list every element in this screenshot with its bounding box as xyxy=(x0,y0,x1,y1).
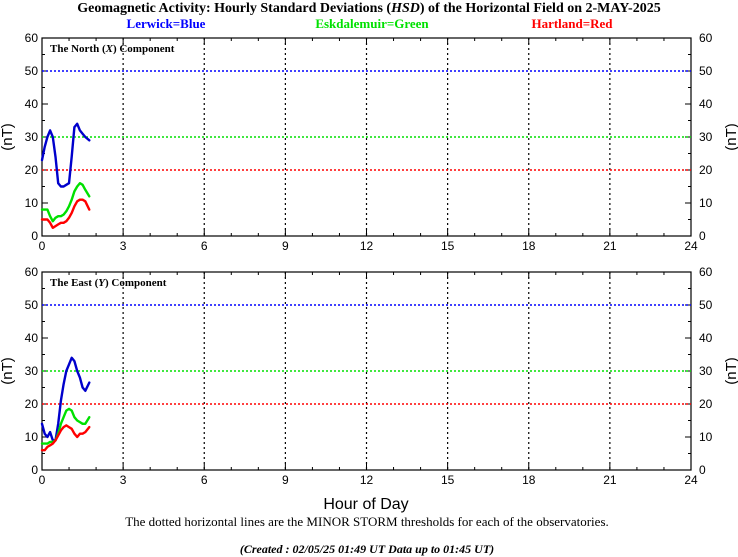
x-tick-label: 15 xyxy=(441,239,455,253)
y-tick-label-left: 60 xyxy=(25,31,39,45)
panel-label-pre: The North ( xyxy=(50,43,106,55)
y-tick-label-right: 50 xyxy=(699,298,713,312)
x-tick-label: 12 xyxy=(360,239,374,253)
y-tick-label-right: 10 xyxy=(699,196,713,210)
legend-eskdalemuir: Eskdalemuir=Green xyxy=(315,16,429,31)
y-tick-label-right: 40 xyxy=(699,331,713,345)
y-tick-label-right: 20 xyxy=(699,163,713,177)
x-tick-label: 15 xyxy=(441,473,455,487)
x-tick-label: 18 xyxy=(522,239,536,253)
y-tick-label-right: 60 xyxy=(699,265,713,279)
panel-label-pre: The East ( xyxy=(50,277,99,289)
ylabel-left-bottom: (nT) xyxy=(0,357,16,385)
footnote: The dotted horizontal lines are the MINO… xyxy=(125,514,609,529)
legend-lerwick: Lerwick=Blue xyxy=(127,16,206,31)
x-tick-label: 12 xyxy=(360,473,374,487)
chart-title-suffix: ) of the Horizontal Field on 2-MAY-2025 xyxy=(420,1,661,16)
chart-title-prefix: Geomagnetic Activity: Hourly Standard De… xyxy=(77,1,391,16)
x-tick-label: 6 xyxy=(201,473,208,487)
panel-label-italic: X xyxy=(105,43,114,55)
lerwick-series-line xyxy=(40,122,91,188)
panel-label: The North (X) Component xyxy=(50,43,175,55)
panel-label: The East (Y) Component xyxy=(50,277,167,289)
y-tick-label-left: 20 xyxy=(25,397,39,411)
panel-label-italic: Y xyxy=(98,277,106,289)
x-tick-label: 3 xyxy=(120,239,127,253)
y-tick-label-right: 0 xyxy=(699,463,706,477)
legend-hartland: Hartland=Red xyxy=(531,16,613,31)
panel-label-post: ) Component xyxy=(113,43,175,55)
x-tick-label: 6 xyxy=(201,239,208,253)
y-tick-label-right: 60 xyxy=(699,31,713,45)
x-tick-label: 0 xyxy=(39,473,46,487)
x-tick-label: 3 xyxy=(120,473,127,487)
x-tick-label: 0 xyxy=(39,239,46,253)
x-tick-label: 24 xyxy=(684,473,698,487)
x-tick-label: 24 xyxy=(684,239,698,253)
hartland-series-line xyxy=(40,424,91,452)
y-tick-label-right: 30 xyxy=(699,130,713,144)
eskdalemuir-series-line xyxy=(40,407,91,445)
y-tick-label-left: 50 xyxy=(25,298,39,312)
y-tick-label-left: 10 xyxy=(25,196,39,210)
y-tick-label-right: 50 xyxy=(699,64,713,78)
y-tick-label-left: 30 xyxy=(25,364,39,378)
x-tick-label: 21 xyxy=(603,473,617,487)
chart-title-italic: HSD xyxy=(390,1,420,16)
ylabel-right-top: (nT) xyxy=(723,123,738,151)
hartland-series-line xyxy=(40,198,91,230)
y-tick-label-right: 30 xyxy=(699,364,713,378)
y-tick-label-left: 0 xyxy=(31,229,38,243)
ylabel-left-top: (nT) xyxy=(0,123,16,151)
lerwick-series-line xyxy=(40,356,91,442)
ylabel-right-bottom: (nT) xyxy=(723,357,738,385)
y-tick-label-right: 20 xyxy=(699,397,713,411)
y-tick-label-left: 40 xyxy=(25,97,39,111)
eskdalemuir-series-line xyxy=(40,181,91,223)
y-tick-label-right: 40 xyxy=(699,97,713,111)
y-tick-label-right: 10 xyxy=(699,430,713,444)
y-tick-label-left: 30 xyxy=(25,130,39,144)
xlabel: Hour of Day xyxy=(323,496,408,513)
y-tick-label-left: 20 xyxy=(25,163,39,177)
y-tick-label-left: 50 xyxy=(25,64,39,78)
x-tick-label: 21 xyxy=(603,239,617,253)
y-tick-label-left: 10 xyxy=(25,430,39,444)
created-note: (Created : 02/05/25 01:49 UT Data up to … xyxy=(240,542,494,556)
x-tick-label: 9 xyxy=(282,239,289,253)
y-tick-label-left: 40 xyxy=(25,331,39,345)
panel-label-post: ) Component xyxy=(105,277,167,289)
x-tick-label: 9 xyxy=(282,473,289,487)
chart-title: Geomagnetic Activity: Hourly Standard De… xyxy=(77,1,660,16)
y-tick-label-left: 0 xyxy=(31,463,38,477)
x-tick-label: 18 xyxy=(522,473,536,487)
y-tick-label-left: 60 xyxy=(25,265,39,279)
y-tick-label-right: 0 xyxy=(699,229,706,243)
